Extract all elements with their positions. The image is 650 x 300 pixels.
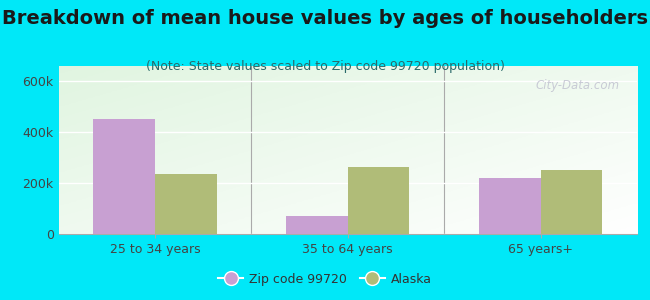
Bar xyxy=(348,167,410,234)
Legend: Zip code 99720, Alaska: Zip code 99720, Alaska xyxy=(213,268,437,291)
Bar xyxy=(541,170,603,234)
Bar xyxy=(155,174,216,234)
Text: Breakdown of mean house values by ages of householders: Breakdown of mean house values by ages o… xyxy=(2,9,648,28)
Bar xyxy=(286,216,348,234)
Text: City-Data.com: City-Data.com xyxy=(536,80,619,92)
Bar xyxy=(479,178,541,234)
Bar xyxy=(93,119,155,234)
Text: (Note: State values scaled to Zip code 99720 population): (Note: State values scaled to Zip code 9… xyxy=(146,60,504,73)
